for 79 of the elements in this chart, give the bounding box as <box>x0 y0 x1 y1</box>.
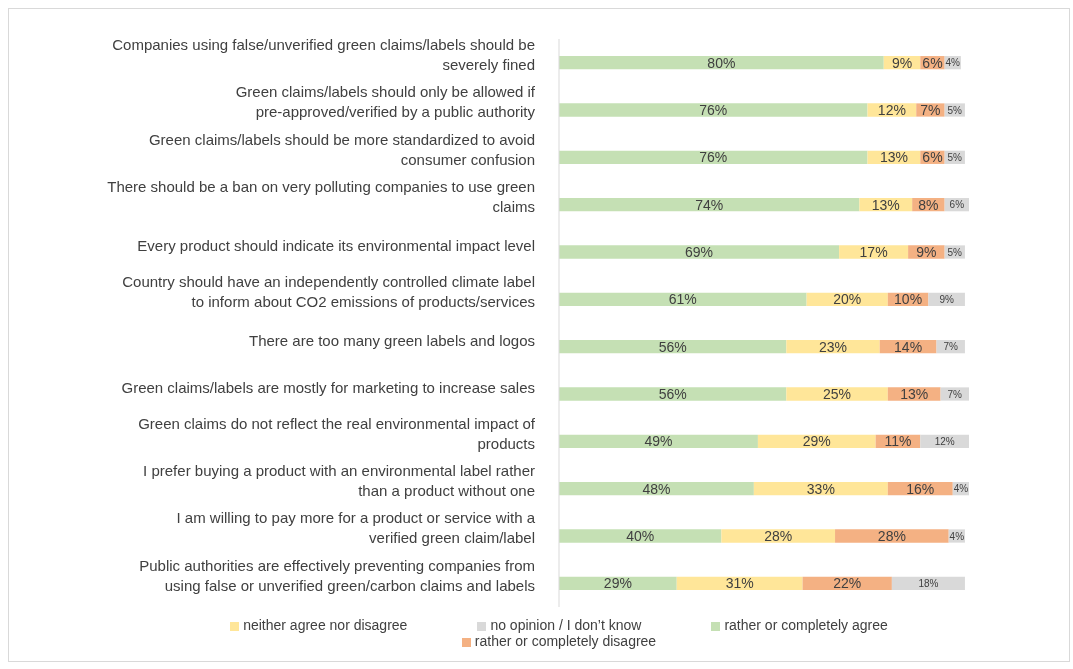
data-label: 16% <box>906 480 935 497</box>
data-label: 7% <box>943 341 959 353</box>
y-tick-label: Green claims/labels should only be allowed if pre-approved/verified by a public authority <box>235 83 536 121</box>
bar <box>559 387 787 401</box>
legend-label: no opinion / I don’t know <box>490 617 642 633</box>
data-label: 13% <box>900 385 929 402</box>
data-label: 76% <box>699 101 728 118</box>
data-label: 4% <box>945 57 961 69</box>
bar <box>559 245 840 259</box>
y-tick-label: I am willing to pay more for a product or service with a verified green claim/label <box>176 509 536 547</box>
data-label: 7% <box>947 388 963 400</box>
bar <box>835 529 949 543</box>
bar <box>839 245 909 259</box>
data-label: 17% <box>859 243 888 260</box>
y-tick-label: Green claims/labels should be more standardized to avoid consumer confusion <box>148 130 535 168</box>
data-label: 12% <box>877 101 906 118</box>
data-label: 4% <box>949 530 965 542</box>
data-label: 76% <box>699 149 728 166</box>
data-label: 5% <box>947 246 963 258</box>
data-label: 13% <box>871 196 900 213</box>
data-label: 48% <box>642 480 671 497</box>
data-label: 31% <box>725 575 754 592</box>
y-tick-label: Green claims do not reflect the real environmental impact of products <box>138 414 536 452</box>
data-label: 56% <box>658 338 687 355</box>
data-label: 69% <box>685 243 714 260</box>
bar <box>559 150 868 164</box>
y-tick-label: I prefer buying a product with an environmental label rather than a product without one <box>143 461 535 499</box>
bar <box>559 340 787 354</box>
data-label: 7% <box>920 101 941 118</box>
data-label: 29% <box>802 433 831 450</box>
data-label: 4% <box>953 483 969 495</box>
y-tick-label: Public authorities are effectively preventing companies from using false or unverified green/carbon claims and labels <box>139 556 535 594</box>
y-tick-label: There should be a ban on very polluting companies to use green claims <box>107 177 535 215</box>
y-tick-label: There are too many green labels and logos <box>248 331 535 349</box>
bar <box>721 529 836 543</box>
data-label: 80% <box>707 54 736 71</box>
data-label: 22% <box>833 575 862 592</box>
data-label: 6% <box>922 149 943 166</box>
data-label: 10% <box>894 291 923 308</box>
data-label: 29% <box>603 575 632 592</box>
data-label: 18% <box>918 577 939 589</box>
data-label: 6% <box>922 54 943 71</box>
bar <box>559 482 754 496</box>
legend-label: rather or completely agree <box>724 617 888 633</box>
data-label: 74% <box>695 196 724 213</box>
bar <box>559 434 758 448</box>
data-label: 20% <box>833 291 862 308</box>
data-label: 8% <box>918 196 939 213</box>
data-label: 5% <box>947 104 963 116</box>
data-label: 6% <box>949 199 965 211</box>
data-label: 9% <box>916 243 937 260</box>
data-label: 28% <box>877 527 906 544</box>
bar <box>559 56 884 70</box>
bar <box>559 103 868 117</box>
data-label: 11% <box>884 433 912 450</box>
bar <box>559 292 807 306</box>
data-label: 61% <box>668 291 697 308</box>
data-label: 9% <box>891 54 913 71</box>
legend-label: neither agree nor disagree <box>243 617 408 633</box>
y-tick-label: Companies using false/unverified green claims/labels should be severely fined <box>112 35 535 73</box>
data-label: 14% <box>894 338 923 355</box>
bar <box>786 387 888 401</box>
data-label: 25% <box>823 385 852 402</box>
data-label: 5% <box>947 151 963 163</box>
data-label: 40% <box>626 527 655 544</box>
data-label: 12% <box>934 435 955 447</box>
data-label: 13% <box>879 149 908 166</box>
y-tick-label: Country should have an independently controlled climate label to inform about CO2 emissions of products/services <box>122 272 535 310</box>
data-label: 56% <box>658 385 687 402</box>
data-label: 49% <box>644 433 673 450</box>
y-tick-label: Green claims/labels are mostly for marketing to increase sales <box>121 379 535 397</box>
data-label: 23% <box>818 338 848 355</box>
bar <box>559 529 722 543</box>
data-label: 28% <box>764 527 793 544</box>
y-tick-label: Every product should indicate its environmental impact level <box>137 237 535 255</box>
data-label: 9% <box>939 293 955 305</box>
bar <box>559 198 860 212</box>
data-label: 33% <box>806 480 835 497</box>
legend-label: rather or completely disagree <box>474 633 657 649</box>
